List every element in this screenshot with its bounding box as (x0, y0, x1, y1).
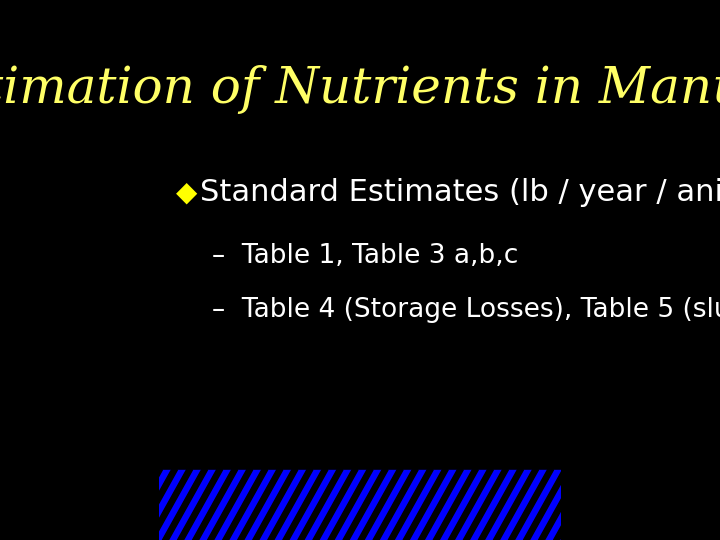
Polygon shape (117, 470, 163, 540)
Polygon shape (388, 470, 433, 540)
Polygon shape (508, 470, 554, 540)
Polygon shape (613, 470, 659, 540)
Polygon shape (222, 470, 268, 540)
Text: –  Table 1, Table 3 a,b,c: – Table 1, Table 3 a,b,c (212, 243, 518, 269)
Bar (159, 470, 561, 540)
Polygon shape (268, 470, 313, 540)
Polygon shape (659, 470, 704, 540)
Polygon shape (328, 470, 373, 540)
Polygon shape (433, 470, 478, 540)
Polygon shape (704, 470, 720, 540)
Polygon shape (644, 470, 689, 540)
Polygon shape (178, 470, 222, 540)
Text: Estimation of Nutrients in Manure: Estimation of Nutrients in Manure (0, 65, 720, 114)
Polygon shape (629, 470, 674, 540)
Polygon shape (584, 470, 629, 540)
Polygon shape (539, 470, 584, 540)
Polygon shape (163, 470, 207, 540)
Polygon shape (238, 470, 283, 540)
Polygon shape (283, 470, 328, 540)
Polygon shape (0, 470, 12, 540)
Polygon shape (493, 470, 539, 540)
Polygon shape (102, 470, 148, 540)
Text: –  Table 4 (Storage Losses), Table 5 (sludge): – Table 4 (Storage Losses), Table 5 (slu… (212, 297, 720, 323)
Text: Standard Estimates (lb / year / animal, etc): Standard Estimates (lb / year / animal, … (199, 178, 720, 207)
Polygon shape (403, 470, 449, 540)
Polygon shape (689, 470, 720, 540)
Polygon shape (42, 470, 87, 540)
Polygon shape (27, 470, 72, 540)
Polygon shape (0, 470, 42, 540)
Polygon shape (523, 470, 569, 540)
Polygon shape (192, 470, 238, 540)
Polygon shape (12, 470, 57, 540)
Polygon shape (0, 470, 27, 540)
Polygon shape (72, 470, 117, 540)
Polygon shape (313, 470, 358, 540)
Polygon shape (207, 470, 253, 540)
Polygon shape (719, 470, 720, 540)
Text: ◆: ◆ (176, 178, 197, 206)
Polygon shape (449, 470, 493, 540)
Polygon shape (358, 470, 403, 540)
Polygon shape (298, 470, 343, 540)
Polygon shape (674, 470, 719, 540)
Polygon shape (57, 470, 102, 540)
Polygon shape (463, 470, 508, 540)
Polygon shape (554, 470, 598, 540)
Polygon shape (343, 470, 388, 540)
Polygon shape (87, 470, 132, 540)
Polygon shape (598, 470, 644, 540)
Polygon shape (569, 470, 613, 540)
Polygon shape (253, 470, 298, 540)
Polygon shape (418, 470, 463, 540)
Polygon shape (148, 470, 192, 540)
Polygon shape (373, 470, 418, 540)
Polygon shape (132, 470, 178, 540)
Polygon shape (478, 470, 523, 540)
